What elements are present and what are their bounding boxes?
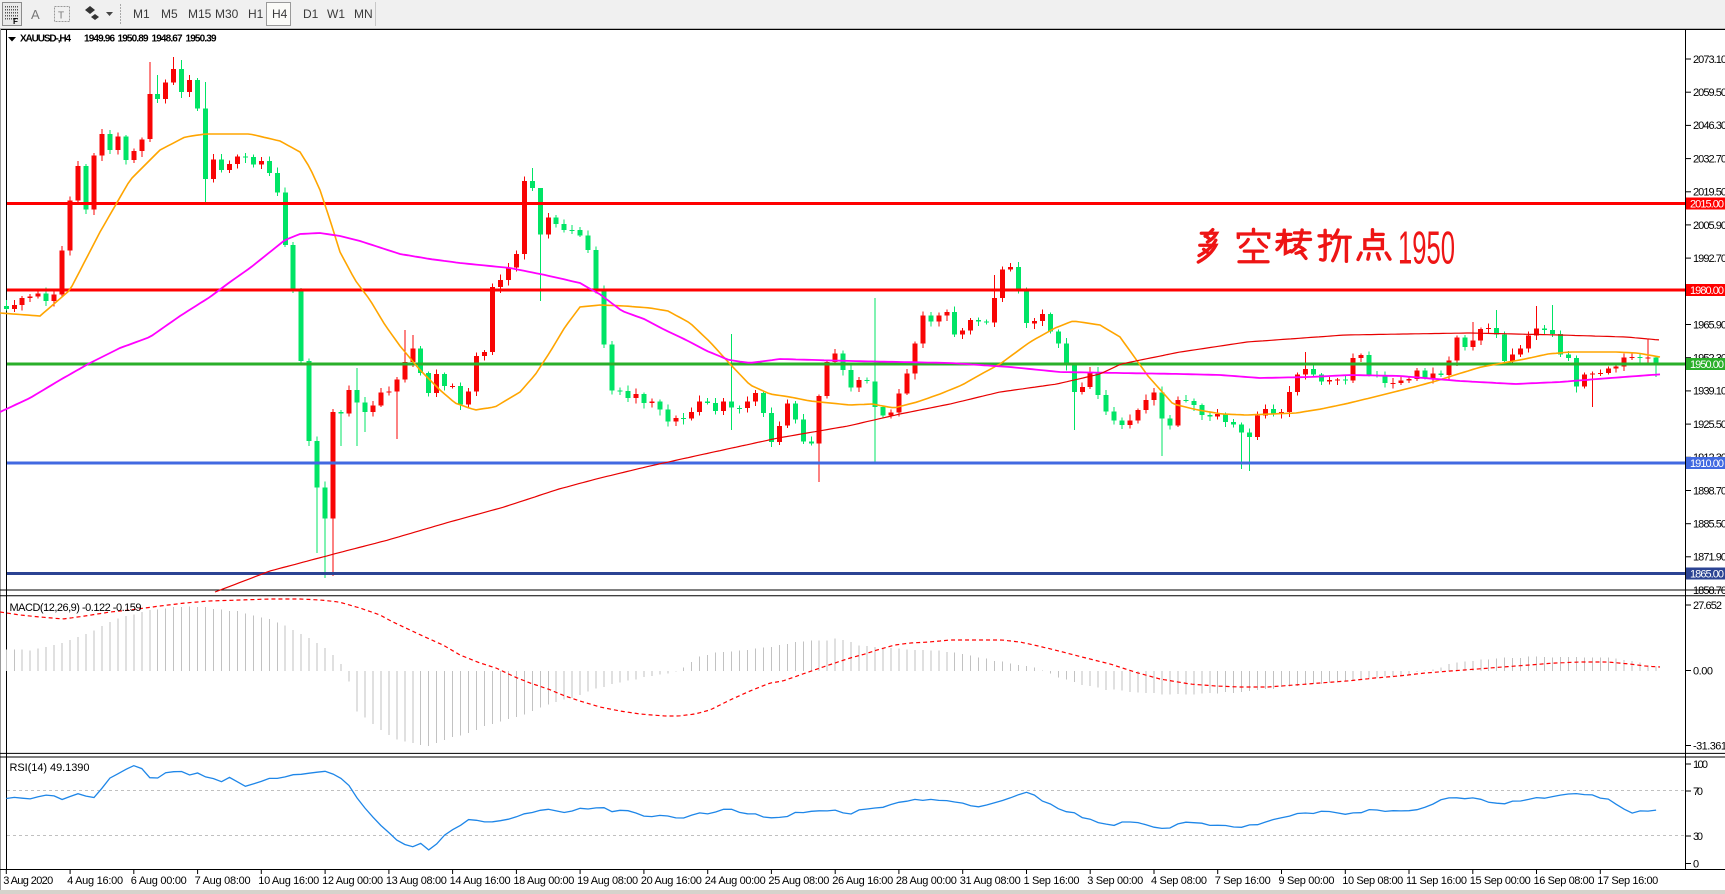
svg-text:F: F	[13, 17, 18, 26]
svg-text:11 Sep 16:00: 11 Sep 16:00	[1406, 875, 1467, 887]
svg-text:24 Aug 00:00: 24 Aug 00:00	[705, 875, 766, 887]
svg-text:70: 70	[1693, 786, 1703, 798]
svg-text:1980.00: 1980.00	[1690, 285, 1724, 297]
svg-text:1949.96: 1949.96	[84, 34, 115, 45]
svg-text:19 Aug 08:00: 19 Aug 08:00	[577, 875, 638, 887]
svg-text:6 Aug 00:00: 6 Aug 00:00	[131, 875, 187, 887]
svg-text:H1: H1	[248, 7, 264, 21]
svg-text:T: T	[58, 11, 64, 22]
svg-text:31 Aug 08:00: 31 Aug 08:00	[960, 875, 1021, 887]
svg-text:7 Sep 16:00: 7 Sep 16:00	[1215, 875, 1271, 887]
svg-text:28 Aug 00:00: 28 Aug 00:00	[896, 875, 957, 887]
svg-text:12 Aug 00:00: 12 Aug 00:00	[322, 875, 383, 887]
svg-text:17 Sep 16:00: 17 Sep 16:00	[1597, 875, 1658, 887]
svg-text:1925.50: 1925.50	[1693, 419, 1725, 431]
svg-text:2046.30: 2046.30	[1693, 120, 1725, 132]
svg-text:MACD(12,26,9) -0.122 -0.159: MACD(12,26,9) -0.122 -0.159	[10, 602, 142, 614]
svg-text:1950.39: 1950.39	[186, 34, 217, 45]
svg-text:1992.70: 1992.70	[1693, 253, 1725, 265]
svg-text:M1: M1	[133, 7, 150, 21]
svg-text:10 Sep 08:00: 10 Sep 08:00	[1342, 875, 1403, 887]
svg-text:0.00: 0.00	[1693, 665, 1713, 677]
svg-text:1950.00: 1950.00	[1690, 359, 1724, 371]
svg-text:1865.00: 1865.00	[1690, 568, 1724, 580]
svg-text:3 Sep 00:00: 3 Sep 00:00	[1087, 875, 1143, 887]
svg-text:7 Aug 08:00: 7 Aug 08:00	[195, 875, 251, 887]
svg-text:1858.70: 1858.70	[1693, 585, 1725, 597]
svg-text:1948.67: 1948.67	[152, 34, 183, 45]
svg-text:3 Aug 2020: 3 Aug 2020	[3, 875, 53, 887]
svg-text:2073.10: 2073.10	[1693, 54, 1725, 66]
svg-text:1965.90: 1965.90	[1693, 319, 1725, 331]
svg-text:16 Sep 08:00: 16 Sep 08:00	[1534, 875, 1595, 887]
svg-text:10 Aug 16:00: 10 Aug 16:00	[258, 875, 319, 887]
svg-text:25 Aug 08:00: 25 Aug 08:00	[768, 875, 829, 887]
svg-text:D1: D1	[303, 7, 319, 21]
svg-text:1898.70: 1898.70	[1693, 485, 1725, 497]
svg-text:4 Sep 08:00: 4 Sep 08:00	[1151, 875, 1207, 887]
svg-text:13 Aug 08:00: 13 Aug 08:00	[386, 875, 447, 887]
svg-text:1871.90: 1871.90	[1693, 552, 1725, 564]
svg-text:W1: W1	[327, 7, 345, 21]
svg-text:MN: MN	[354, 7, 373, 21]
svg-text:26 Aug 16:00: 26 Aug 16:00	[832, 875, 893, 887]
svg-text:1939.10: 1939.10	[1693, 386, 1725, 398]
svg-text:100: 100	[1693, 759, 1708, 771]
svg-text:15 Sep 00:00: 15 Sep 00:00	[1470, 875, 1531, 887]
svg-text:2019.50: 2019.50	[1693, 187, 1725, 199]
svg-text:1 Sep 16:00: 1 Sep 16:00	[1024, 875, 1080, 887]
svg-text:M15: M15	[188, 7, 212, 21]
svg-text:14 Aug 16:00: 14 Aug 16:00	[450, 875, 511, 887]
svg-text:A: A	[31, 7, 40, 22]
svg-text:2032.70: 2032.70	[1693, 153, 1725, 165]
svg-text:20 Aug 16:00: 20 Aug 16:00	[641, 875, 702, 887]
svg-text:0: 0	[1693, 858, 1699, 870]
svg-text:2059.50: 2059.50	[1693, 87, 1725, 99]
svg-text:9 Sep 00:00: 9 Sep 00:00	[1279, 875, 1335, 887]
svg-text:M30: M30	[215, 7, 239, 21]
svg-text:1910.00: 1910.00	[1690, 458, 1724, 470]
svg-text:-31.361: -31.361	[1693, 740, 1725, 752]
svg-text:XAUUSD-,H4: XAUUSD-,H4	[20, 34, 71, 45]
svg-text:RSI(14) 49.1390: RSI(14) 49.1390	[10, 762, 90, 774]
svg-text:M5: M5	[161, 7, 178, 21]
svg-text:1950.89: 1950.89	[118, 34, 149, 45]
svg-text:1950: 1950	[1398, 222, 1455, 274]
svg-text:4 Aug 16:00: 4 Aug 16:00	[67, 875, 123, 887]
svg-text:27.652: 27.652	[1693, 600, 1722, 612]
svg-text:2005.90: 2005.90	[1693, 220, 1725, 232]
svg-text:30: 30	[1693, 831, 1703, 843]
svg-text:2015.00: 2015.00	[1690, 198, 1724, 210]
svg-text:18 Aug 00:00: 18 Aug 00:00	[513, 875, 574, 887]
svg-text:H4: H4	[272, 7, 288, 21]
svg-text:1885.50: 1885.50	[1693, 519, 1725, 531]
